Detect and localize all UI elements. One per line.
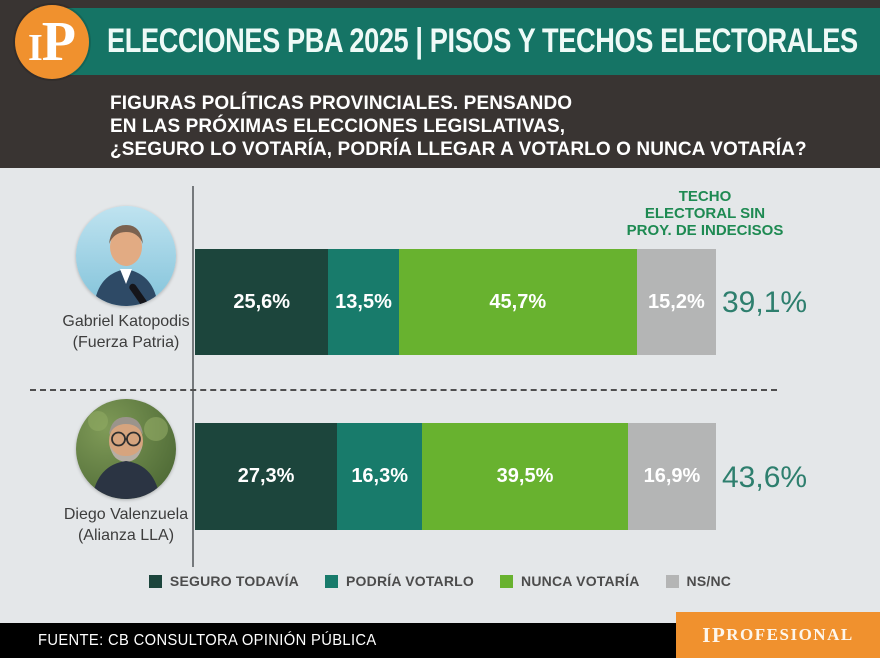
valenzuela-name-block: Diego Valenzuela (Alianza LLA) <box>26 504 226 546</box>
iprofesional-brand: IP ROFESIONAL <box>676 612 880 658</box>
bar-segment-podria: 13,5% <box>328 249 399 355</box>
brand-rest: ROFESIONAL <box>726 625 854 644</box>
bar-segment-nunca: 39,5% <box>422 423 628 530</box>
bar-segment-value: 16,3% <box>351 465 409 487</box>
survey-question-line1: FIGURAS POLÍTICAS PROVINCIALES. PENSANDO <box>110 93 573 114</box>
legend-label-nunca: NUNCA VOTARÍA <box>521 573 640 589</box>
bar-segment-value: 45,7% <box>489 290 547 313</box>
bar-segment-value: 13,5% <box>335 290 392 313</box>
bar-segment-value: 27,3% <box>237 465 295 487</box>
legend-label-nsnc: NS/NC <box>686 573 732 589</box>
valenzuela-stacked-bar: 27,3% 16,3% 39,5% 16,9% <box>195 423 716 530</box>
bar-segment-podria: 16,3% <box>337 423 423 530</box>
survey-question-line2: EN LAS PRÓXIMAS ELECCIONES LEGISLATIVAS, <box>110 116 566 137</box>
survey-question-line3: ¿SEGURO LO VOTARÍA, PODRÍA LLEGAR A VOTA… <box>110 139 807 160</box>
legend-item-podria: PODRÍA VOTARLO <box>325 573 474 589</box>
bar-segment-nunca: 45,7% <box>398 249 637 355</box>
bar-segment-value: 25,6% <box>233 290 291 313</box>
katopodis-ceiling-value: 39,1% <box>722 286 808 319</box>
bar-segment-value: 16,9% <box>643 465 701 487</box>
bar-segment-seguro: 25,6% <box>195 249 329 355</box>
legend-item-nunca: NUNCA VOTARÍA <box>500 573 639 589</box>
candidate-name: Diego Valenzuela <box>63 506 189 523</box>
source-credit: FUENTE: CB CONSULTORA OPINIÓN PÚBLICA <box>38 632 377 649</box>
brand-prefix: IP <box>702 622 727 647</box>
legend-item-nsnc: NS/NC <box>665 573 732 589</box>
survey-question: FIGURAS POLÍTICAS PROVINCIALES. PENSANDO… <box>110 92 807 161</box>
legend: SEGURO TODAVÍA PODRÍA VOTARLO NUNCA VOTARÍ… <box>0 573 880 589</box>
logo-letter-i: I <box>27 27 43 69</box>
legend-swatch-seguro <box>148 574 162 588</box>
candidate-party: (Alianza LLA) <box>77 527 175 544</box>
legend-swatch-nsnc <box>665 574 679 588</box>
page-title: ELECCIONES PBA 2025 | PISOS Y TECHOS ELE… <box>107 22 858 60</box>
katopodis-name-block: Gabriel Katopodis (Fuerza Patria) <box>26 311 226 353</box>
dashed-divider <box>30 389 777 391</box>
bar-segment-seguro: 27,3% <box>195 423 338 530</box>
bar-segment-value: 39,5% <box>496 465 554 487</box>
baseline-axis <box>192 186 194 567</box>
legend-swatch-nunca <box>500 574 514 588</box>
valenzuela-photo <box>76 399 176 499</box>
katopodis-photo <box>76 206 176 306</box>
title-bar: ELECCIONES PBA 2025 | PISOS Y TECHOS ELE… <box>35 8 880 75</box>
legend-label-podria: PODRÍA VOTARLO <box>346 573 475 589</box>
valenzuela-avatar-illustration <box>76 399 176 499</box>
legend-label-seguro: SEGURO TODAVÍA <box>169 573 299 589</box>
header-background: ELECCIONES PBA 2025 | PISOS Y TECHOS ELE… <box>0 0 880 168</box>
ceiling-header-line3: PROY. DE INDECISOS <box>626 222 784 239</box>
bar-segment-value: 15,2% <box>648 290 705 313</box>
candidate-party: (Fuerza Patria) <box>72 334 180 351</box>
bar-segment-nsnc: 15,2% <box>636 249 716 355</box>
valenzuela-ceiling-value: 43,6% <box>722 461 808 494</box>
legend-item-seguro: SEGURO TODAVÍA <box>148 573 299 589</box>
katopodis-stacked-bar: 25,6% 13,5% 45,7% 15,2% <box>195 249 716 355</box>
ceiling-header-line2: ELECTORAL SIN <box>644 205 766 222</box>
ceiling-column-header: TECHO ELECTORAL SIN PROY. DE INDECISOS <box>618 188 792 239</box>
bar-segment-nsnc: 16,9% <box>627 423 716 530</box>
legend-swatch-podria <box>325 574 338 588</box>
logo-letter-p: P <box>41 11 76 73</box>
katopodis-avatar-illustration <box>76 206 176 306</box>
ceiling-header-line1: TECHO <box>678 188 732 205</box>
candidate-name: Gabriel Katopodis <box>62 313 190 330</box>
